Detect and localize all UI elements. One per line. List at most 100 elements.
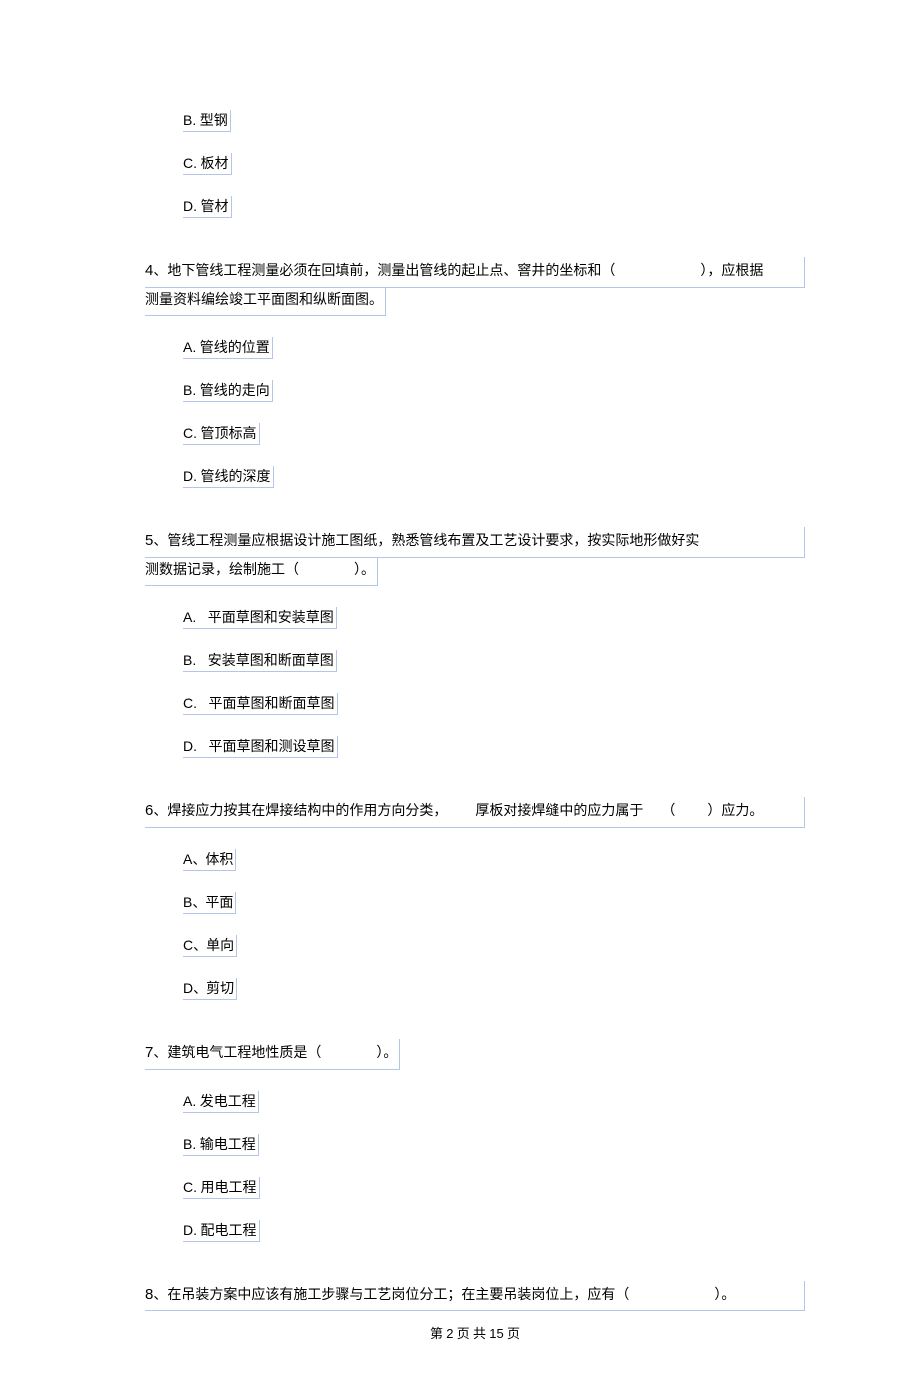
option-letter: C.	[183, 155, 197, 171]
option-letter: A.	[183, 1093, 196, 1109]
option-text: 管线的走向	[200, 384, 270, 399]
q4-text3: 测量资料编绘竣工平面图和纵断面图。	[145, 293, 383, 308]
q7-line1: 7、建筑电气工程地性质是（）。	[145, 1039, 400, 1070]
q6-option-b: B、平面	[183, 892, 236, 914]
option-text: 平面草图和断面草图	[209, 697, 335, 712]
option-letter: C.	[183, 1179, 197, 1195]
q5-line2: 测数据记录，绘制施工（ ）。	[145, 558, 378, 587]
option-text: 安装草图和断面草图	[208, 654, 334, 669]
q6-text1: 焊接应力按其在焊接结构中的作用方向分类，	[167, 804, 447, 819]
option-text: 板材	[201, 157, 229, 172]
q7-option-d: D. 配电工程	[183, 1220, 260, 1242]
option-letter: C.	[183, 695, 197, 711]
footer-part2: 页 共	[454, 1326, 490, 1341]
q6-option-d: D、剪切	[183, 978, 237, 1000]
option-letter: B.	[183, 1136, 196, 1152]
option-text: 用电工程	[201, 1181, 257, 1196]
q3-option-c: C. 板材	[183, 153, 232, 175]
q4-text1: 地下管线工程测量必须在回填前，测量出管线的起止点、窨井的坐标和（	[167, 264, 615, 279]
q6-option-c: C、单向	[183, 935, 237, 957]
option-letter: A.	[183, 339, 196, 355]
footer-total-pages: 15	[489, 1326, 503, 1341]
page-footer: 第 2 页 共 15 页	[145, 1323, 805, 1342]
question-sep: 、	[153, 264, 167, 279]
option-letter: D.	[183, 468, 197, 484]
q5-text3: ）。	[354, 563, 375, 578]
question-sep: 、	[153, 1288, 167, 1303]
q5-options: A. 平面草图和安装草图 B. 安装草图和断面草图 C. 平面草图和断面草图 D…	[145, 607, 805, 779]
option-text: 管线的深度	[201, 470, 271, 485]
option-text: 型钢	[200, 114, 228, 129]
option-text: 体积	[205, 853, 233, 868]
option-text: 平面	[205, 896, 233, 911]
q4-option-a: A. 管线的位置	[183, 337, 273, 359]
q4-option-b: B. 管线的走向	[183, 380, 273, 402]
option-text: 管材	[201, 200, 229, 215]
q4-options: A. 管线的位置 B. 管线的走向 C. 管顶标高 D. 管线的深度	[145, 337, 805, 509]
option-text: 单向	[206, 939, 234, 954]
q6-text2: 厚板对接焊缝中的应力属于	[475, 804, 643, 819]
option-sep: 、	[193, 939, 206, 954]
option-letter: B.	[183, 652, 196, 668]
q4-line2: 测量资料编绘竣工平面图和纵断面图。	[145, 288, 386, 317]
q6-line1: 6、焊接应力按其在焊接结构中的作用方向分类，厚板对接焊缝中的应力属于（）应力。	[145, 797, 805, 828]
option-sep: 、	[192, 853, 205, 868]
q5-text1: 管线工程测量应根据设计施工图纸，熟悉管线布置及工艺设计要求，按实际地形做好实	[167, 534, 699, 549]
option-letter: B.	[183, 112, 196, 128]
q5-option-a: A. 平面草图和安装草图	[183, 607, 337, 629]
question-8: 8、在吊装方案中应该有施工步骤与工艺岗位分工；在主要吊装岗位上，应有（）。	[145, 1281, 805, 1312]
question-4: 4、地下管线工程测量必须在回填前，测量出管线的起止点、窨井的坐标和（），应根据 …	[145, 257, 805, 316]
option-sep: 、	[192, 896, 205, 911]
option-letter: D	[183, 980, 193, 996]
option-letter: A	[183, 851, 192, 867]
question-5: 5、管线工程测量应根据设计施工图纸，熟悉管线布置及工艺设计要求，按实际地形做好实…	[145, 527, 805, 586]
option-text: 配电工程	[201, 1224, 257, 1239]
q5-option-c: C. 平面草图和断面草图	[183, 693, 338, 715]
option-letter: B	[183, 894, 192, 910]
q6-option-a: A、体积	[183, 849, 236, 871]
option-letter: D.	[183, 738, 197, 754]
question-sep: 、	[153, 804, 167, 819]
option-letter: C	[183, 937, 193, 953]
question-6: 6、焊接应力按其在焊接结构中的作用方向分类，厚板对接焊缝中的应力属于（）应力。	[145, 797, 805, 828]
option-letter: D.	[183, 198, 197, 214]
option-text: 管顶标高	[201, 427, 257, 442]
q5-option-b: B. 安装草图和断面草图	[183, 650, 337, 672]
footer-current-page: 2	[446, 1326, 453, 1341]
q3-option-b: B. 型钢	[183, 110, 231, 132]
option-text: 管线的位置	[200, 341, 270, 356]
q7-option-c: C. 用电工程	[183, 1177, 260, 1199]
option-text: 发电工程	[200, 1095, 256, 1110]
question-sep: 、	[153, 1046, 167, 1061]
q3-options-continued: B. 型钢 C. 板材 D. 管材	[145, 110, 805, 239]
q6-options: A、体积 B、平面 C、单向 D、剪切	[145, 849, 805, 1021]
q8-text1: 在吊装方案中应该有施工步骤与工艺岗位分工；在主要吊装岗位上，应有（	[167, 1288, 629, 1303]
option-text: 平面草图和安装草图	[208, 611, 334, 626]
q7-option-b: B. 输电工程	[183, 1134, 259, 1156]
option-letter: C.	[183, 425, 197, 441]
option-text: 平面草图和测设草图	[209, 740, 335, 755]
q4-line1: 4、地下管线工程测量必须在回填前，测量出管线的起止点、窨井的坐标和（），应根据	[145, 257, 805, 288]
q6-text3: ）应力。	[707, 804, 763, 819]
q8-line1: 8、在吊装方案中应该有施工步骤与工艺岗位分工；在主要吊装岗位上，应有（）。	[145, 1281, 805, 1312]
q4-option-d: D. 管线的深度	[183, 466, 274, 488]
q7-text1: 建筑电气工程地性质是（	[167, 1046, 321, 1061]
footer-part1: 第	[430, 1326, 446, 1341]
q3-option-d: D. 管材	[183, 196, 232, 218]
q7-text2: ）。	[376, 1046, 397, 1061]
q7-options: A. 发电工程 B. 输电工程 C. 用电工程 D. 配电工程	[145, 1091, 805, 1263]
question-sep: 、	[153, 534, 167, 549]
option-text: 输电工程	[200, 1138, 256, 1153]
paren-open: （	[661, 804, 675, 819]
option-letter: B.	[183, 382, 196, 398]
q7-option-a: A. 发电工程	[183, 1091, 259, 1113]
question-7: 7、建筑电气工程地性质是（）。	[145, 1039, 805, 1070]
option-text: 剪切	[206, 982, 234, 997]
option-sep: 、	[193, 982, 206, 997]
option-letter: D.	[183, 1222, 197, 1238]
q4-text2: ），应根据	[700, 264, 763, 279]
q4-option-c: C. 管顶标高	[183, 423, 260, 445]
q5-line1: 5、管线工程测量应根据设计施工图纸，熟悉管线布置及工艺设计要求，按实际地形做好实	[145, 527, 805, 558]
q8-text2: ）。	[714, 1288, 735, 1303]
q5-text2: 测数据记录，绘制施工（	[145, 563, 299, 578]
